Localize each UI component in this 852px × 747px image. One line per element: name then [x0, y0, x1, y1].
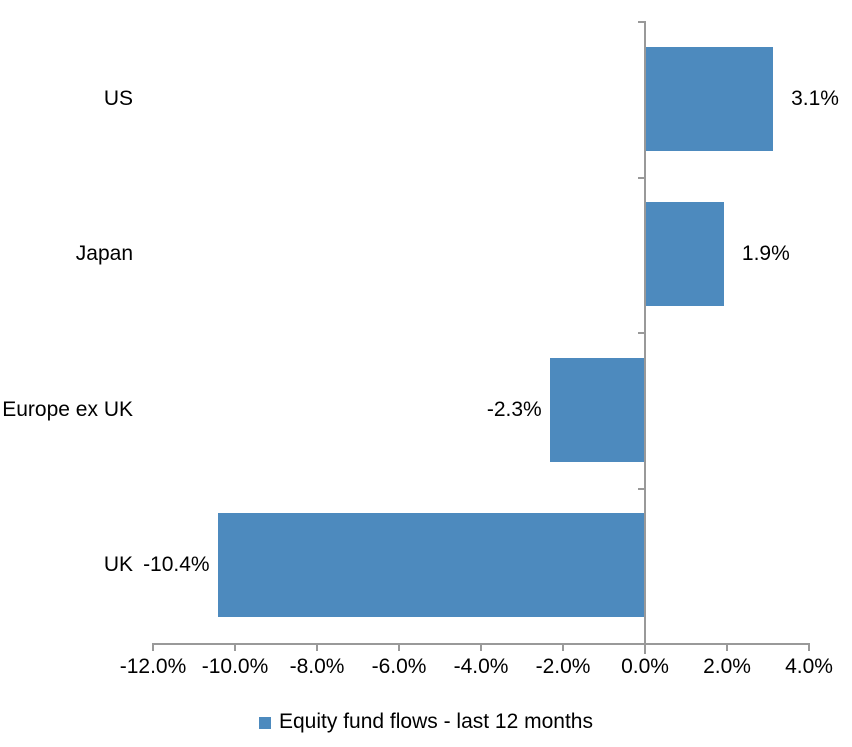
category-tick [638, 176, 644, 179]
data-label-us: 3.1% [791, 86, 839, 110]
x-tick [726, 645, 728, 651]
category-tick [638, 21, 644, 23]
bar-europe-ex-uk [549, 357, 644, 462]
x-tick [152, 645, 154, 651]
x-tick-label: -8.0% [289, 655, 345, 678]
x-tick-label: 4.0% [785, 655, 833, 678]
category-label-europe-ex-uk: Europe ex UK [2, 397, 133, 421]
bar-uk [217, 513, 644, 618]
legend-swatch-icon [259, 717, 271, 729]
x-tick [480, 645, 482, 651]
x-tick-label: 0.0% [621, 655, 669, 678]
category-tick [638, 643, 644, 645]
x-tick [562, 645, 564, 651]
x-tick-label: -12.0% [119, 655, 187, 678]
zero-axis-line [644, 21, 646, 654]
category-label-uk: UK [103, 553, 133, 577]
x-tick [808, 645, 810, 651]
data-label-europe-ex-uk: -2.3% [486, 397, 542, 421]
category-label-japan: Japan [75, 242, 133, 266]
x-tick-label: -2.0% [535, 655, 591, 678]
x-tick-label: 2.0% [703, 655, 751, 678]
x-tick-label: -6.0% [371, 655, 427, 678]
x-tick-label: -4.0% [453, 655, 509, 678]
data-label-uk: -10.4% [143, 553, 210, 577]
x-axis-line [152, 643, 810, 645]
legend: Equity fund flows - last 12 months [0, 708, 852, 736]
x-tick [234, 645, 236, 651]
category-label-us: US [103, 86, 133, 110]
x-tick [398, 645, 400, 651]
x-tick [644, 645, 646, 651]
category-tick [638, 487, 644, 490]
legend-label: Equity fund flows - last 12 months [279, 710, 593, 733]
x-tick-label: -10.0% [201, 655, 269, 678]
bar-us [646, 46, 774, 151]
x-tick [316, 645, 318, 651]
data-label-japan: 1.9% [741, 242, 790, 266]
bar-japan [646, 202, 724, 307]
category-tick [638, 332, 644, 334]
